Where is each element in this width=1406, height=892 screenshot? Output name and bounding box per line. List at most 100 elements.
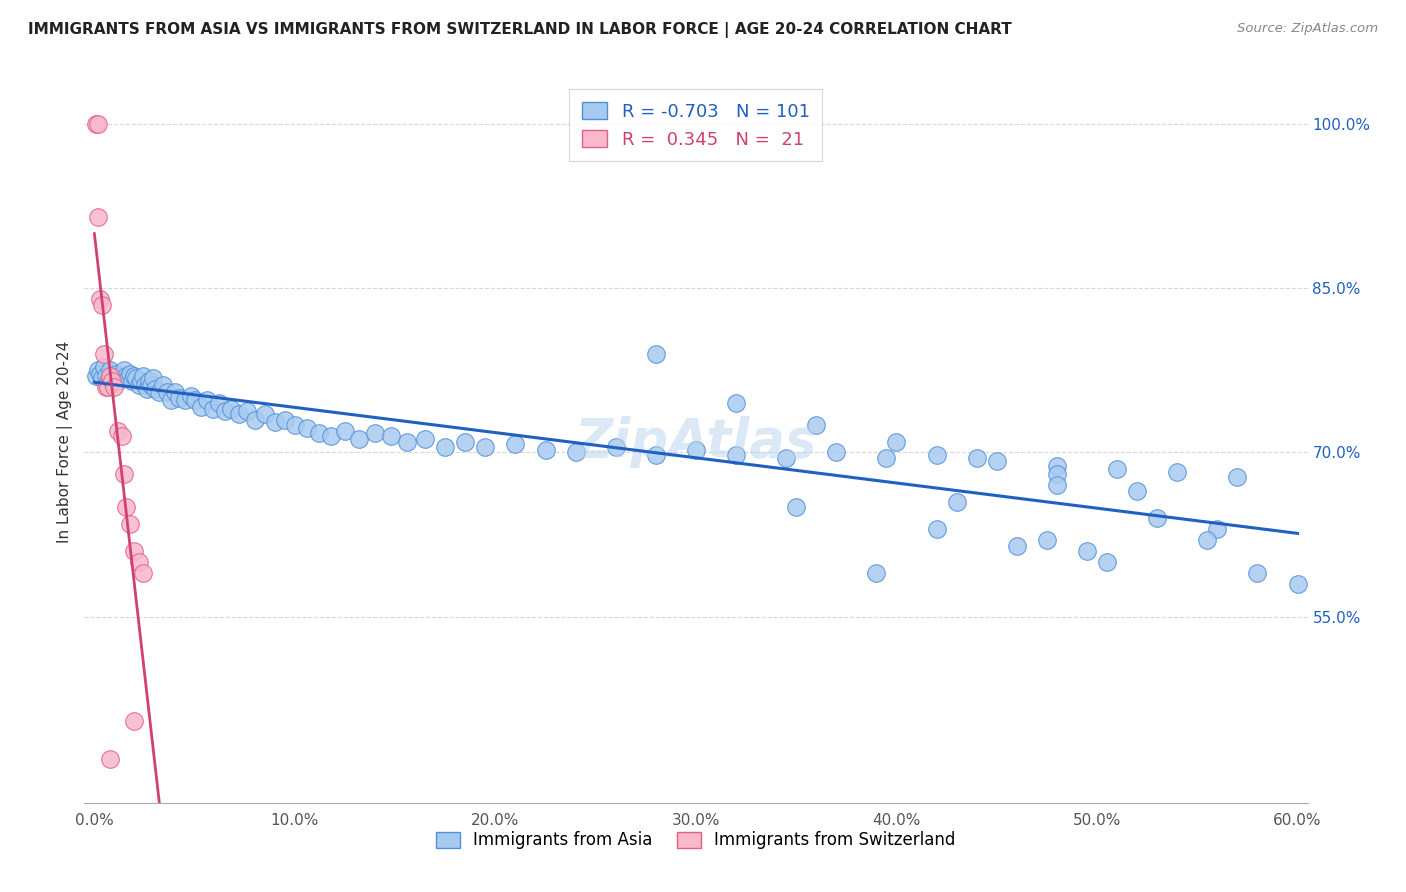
Point — [1126, 483, 1149, 498]
Point — [396, 434, 419, 449]
Point — [101, 368, 124, 383]
Point — [434, 440, 457, 454]
Point — [93, 360, 115, 375]
Point — [89, 367, 111, 381]
Y-axis label: In Labor Force | Age 20-24: In Labor Force | Age 20-24 — [58, 341, 73, 542]
Point — [91, 371, 114, 385]
Point — [134, 377, 156, 392]
Point — [195, 392, 218, 407]
Point — [135, 382, 157, 396]
Point — [1166, 465, 1188, 479]
Point — [125, 371, 148, 385]
Point — [454, 434, 477, 449]
Point — [263, 415, 285, 429]
Point — [208, 396, 231, 410]
Point — [100, 368, 122, 383]
Point — [111, 371, 134, 385]
Point — [1046, 478, 1069, 492]
Point — [945, 494, 967, 508]
Point — [115, 500, 138, 515]
Point — [986, 454, 1008, 468]
Point — [219, 401, 242, 416]
Point — [121, 374, 143, 388]
Point — [114, 467, 136, 482]
Text: ZipAtlas: ZipAtlas — [575, 416, 817, 467]
Point — [124, 544, 146, 558]
Point — [364, 425, 387, 440]
Point — [101, 374, 124, 388]
Point — [380, 429, 402, 443]
Point — [105, 367, 128, 381]
Point — [1005, 539, 1028, 553]
Point — [228, 407, 250, 421]
Point — [347, 433, 370, 447]
Point — [131, 566, 153, 580]
Point — [775, 450, 797, 465]
Point — [138, 374, 160, 388]
Point — [534, 443, 557, 458]
Point — [474, 440, 496, 454]
Point — [86, 117, 108, 131]
Point — [87, 363, 110, 377]
Point — [128, 555, 150, 569]
Point — [117, 371, 139, 385]
Point — [103, 371, 125, 385]
Point — [505, 436, 527, 450]
Point — [100, 752, 122, 766]
Point — [1226, 469, 1249, 483]
Point — [111, 429, 134, 443]
Point — [159, 392, 181, 407]
Point — [1046, 467, 1069, 482]
Point — [124, 714, 146, 728]
Point — [295, 421, 318, 435]
Point — [413, 433, 436, 447]
Point — [685, 443, 707, 458]
Point — [333, 424, 356, 438]
Point — [725, 396, 748, 410]
Point — [201, 401, 224, 416]
Point — [96, 368, 118, 383]
Point — [190, 400, 212, 414]
Point — [1246, 566, 1268, 580]
Point — [925, 448, 948, 462]
Point — [564, 445, 586, 459]
Point — [966, 450, 988, 465]
Point — [725, 448, 748, 462]
Point — [131, 368, 153, 383]
Point — [1036, 533, 1059, 547]
Point — [284, 418, 307, 433]
Point — [124, 368, 146, 383]
Point — [173, 392, 195, 407]
Point — [875, 450, 897, 465]
Text: Source: ZipAtlas.com: Source: ZipAtlas.com — [1237, 22, 1378, 36]
Point — [96, 380, 118, 394]
Point — [1095, 555, 1118, 569]
Point — [97, 374, 120, 388]
Point — [86, 368, 108, 383]
Point — [120, 367, 142, 381]
Point — [155, 385, 177, 400]
Point — [644, 347, 666, 361]
Point — [806, 418, 828, 433]
Point — [129, 374, 152, 388]
Point — [1146, 511, 1168, 525]
Point — [785, 500, 807, 515]
Point — [107, 374, 129, 388]
Point — [1107, 462, 1129, 476]
Point — [925, 522, 948, 536]
Point — [605, 440, 627, 454]
Point — [110, 368, 132, 383]
Point — [139, 377, 162, 392]
Point — [87, 210, 110, 224]
Point — [107, 424, 129, 438]
Point — [93, 347, 115, 361]
Point — [143, 382, 166, 396]
Point — [148, 385, 170, 400]
Point — [141, 371, 163, 385]
Point — [167, 391, 190, 405]
Point — [236, 404, 259, 418]
Point — [886, 434, 908, 449]
Point — [243, 412, 266, 426]
Point — [644, 448, 666, 462]
Point — [214, 404, 236, 418]
